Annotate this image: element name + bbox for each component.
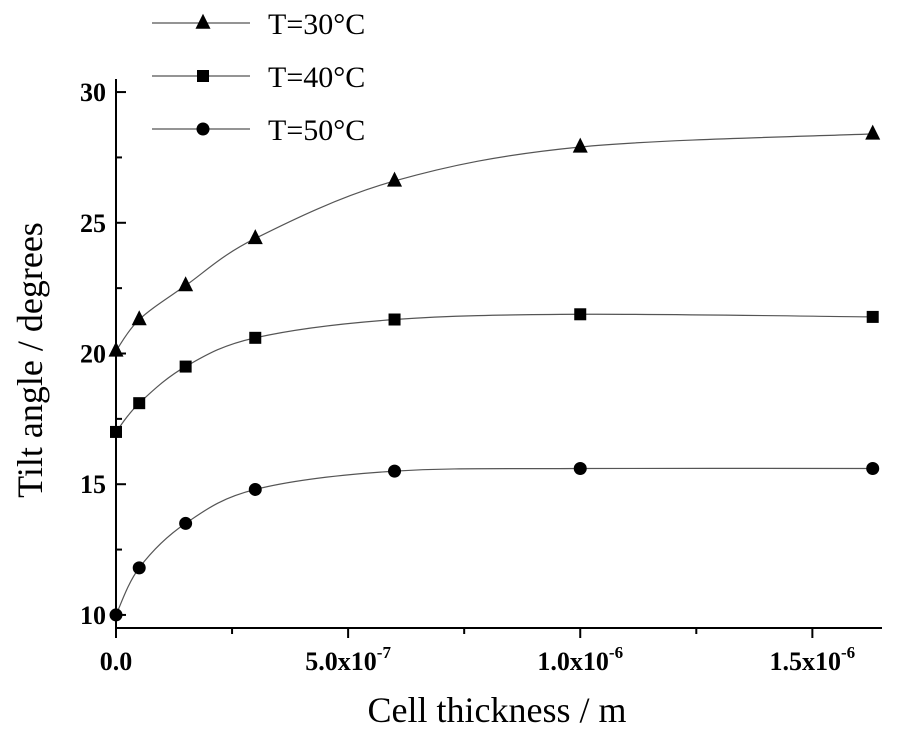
data-point <box>133 397 146 410</box>
legend-label: T=50°C <box>268 114 365 147</box>
series-line <box>115 313 873 433</box>
x-tick-label: 1.0x10-6 <box>537 643 623 676</box>
data-point <box>109 608 123 622</box>
data-point <box>573 462 587 476</box>
data-point <box>572 137 588 153</box>
y-tick-label: 25 <box>80 209 106 238</box>
data-point <box>110 425 122 438</box>
y-tick-label: 20 <box>80 340 106 369</box>
legend-marker <box>197 70 209 82</box>
legend-entry: T=40°C <box>152 61 365 94</box>
series-line <box>115 467 873 616</box>
x-tick-label: 0.0 <box>100 647 133 676</box>
data-point <box>108 341 124 357</box>
data-point <box>387 171 403 187</box>
x-axis-title: Cell thickness / m <box>368 690 627 729</box>
legend-label: T=30°C <box>268 8 365 41</box>
data-point <box>866 462 880 476</box>
y-axis-title: Tilt angle / degrees <box>10 222 50 498</box>
series-triangle <box>108 124 881 357</box>
data-point <box>574 308 587 321</box>
data-point <box>249 331 262 344</box>
data-point <box>247 229 263 245</box>
legend: T=30°C T=40°C T=50°C <box>152 8 365 147</box>
plot-area <box>108 124 881 622</box>
series-circle <box>109 462 880 622</box>
legend-entry: T=50°C <box>152 114 365 147</box>
data-point <box>178 276 194 292</box>
x-tick-label: 1.5x10-6 <box>770 643 856 676</box>
legend-entry: T=30°C <box>152 8 365 41</box>
series-line <box>115 133 873 352</box>
data-point <box>865 124 881 140</box>
data-point <box>132 561 146 575</box>
series-square <box>110 308 879 438</box>
data-point <box>179 516 193 530</box>
legend-label: T=40°C <box>268 61 365 94</box>
x-tick-label: 5.0x10-7 <box>305 643 391 676</box>
y-tick-label: 10 <box>80 601 106 630</box>
data-point <box>388 313 401 326</box>
data-point <box>131 310 147 326</box>
data-point <box>248 482 262 496</box>
legend-marker <box>196 122 210 136</box>
legend-marker <box>195 13 211 29</box>
y-tick-label: 15 <box>80 470 106 499</box>
data-point <box>179 360 192 373</box>
data-point <box>866 310 879 323</box>
axes: 10 15 20 25 30 0.0 5.0x10-7 1.0x10-6 1.5x10-6 <box>80 78 882 676</box>
y-tick-label: 30 <box>80 78 106 107</box>
data-point <box>388 464 402 478</box>
